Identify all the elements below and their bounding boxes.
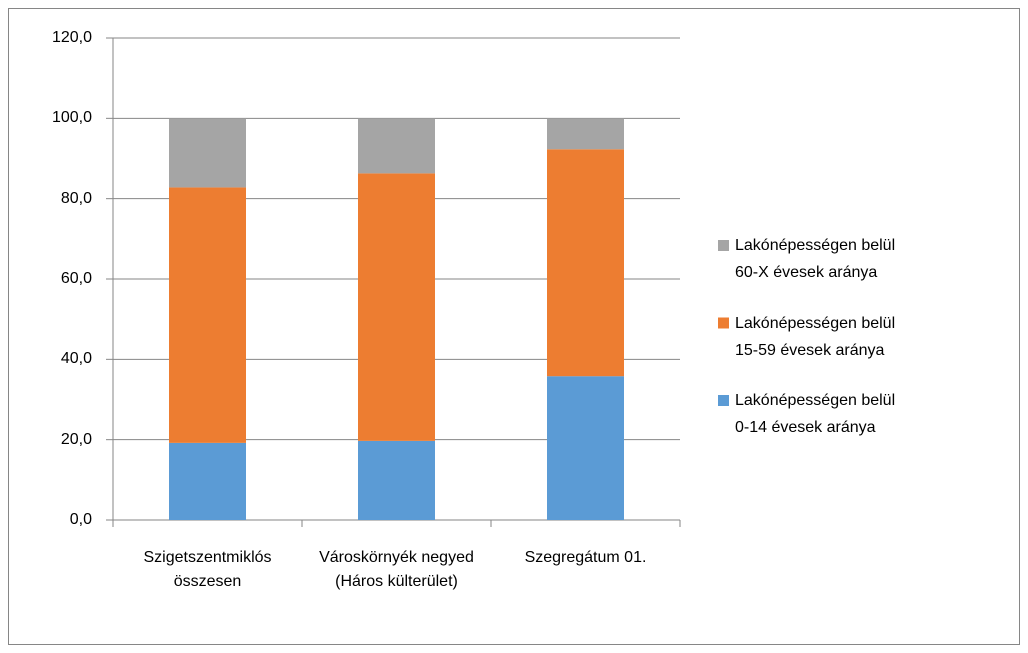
- bar-segment: [547, 376, 624, 520]
- y-tick-label: 100,0: [51, 109, 92, 127]
- bar-segment: [547, 118, 624, 150]
- bar-segment: [169, 118, 246, 188]
- y-tick-label: 120,0: [51, 29, 92, 46]
- x-tick-label: Városkörnyék negyed (Háros külterület): [319, 549, 474, 590]
- bar-segment: [358, 440, 435, 520]
- y-tick-label: 40,0: [60, 350, 92, 368]
- y-tick-label: 60,0: [60, 270, 92, 287]
- bar-segment: [169, 187, 246, 443]
- bar-segment: [169, 442, 246, 520]
- y-tick-label: 0,0: [69, 511, 92, 528]
- legend-swatch: [718, 395, 729, 406]
- legend-label: Lakónépességen belül 60-X évesek aránya: [735, 237, 896, 281]
- x-tick-label: Szigetszentmiklós összesen: [143, 549, 272, 590]
- legend-label: Lakónépességen belül 15-59 évesek aránya: [735, 314, 896, 359]
- legend-swatch: [718, 317, 729, 329]
- y-tick-label: 20,0: [60, 430, 92, 448]
- bar-segment: [358, 118, 435, 174]
- bar-segment: [358, 173, 435, 441]
- x-tick-label: Szegregátum 01.: [524, 549, 647, 566]
- bar-segment: [547, 149, 624, 377]
- y-tick-label: 80,0: [60, 189, 92, 207]
- legend-swatch: [718, 240, 729, 251]
- chart-border: [8, 8, 1020, 645]
- legend-label: Lakónépességen belül 0-14 évesek aránya: [735, 392, 896, 436]
